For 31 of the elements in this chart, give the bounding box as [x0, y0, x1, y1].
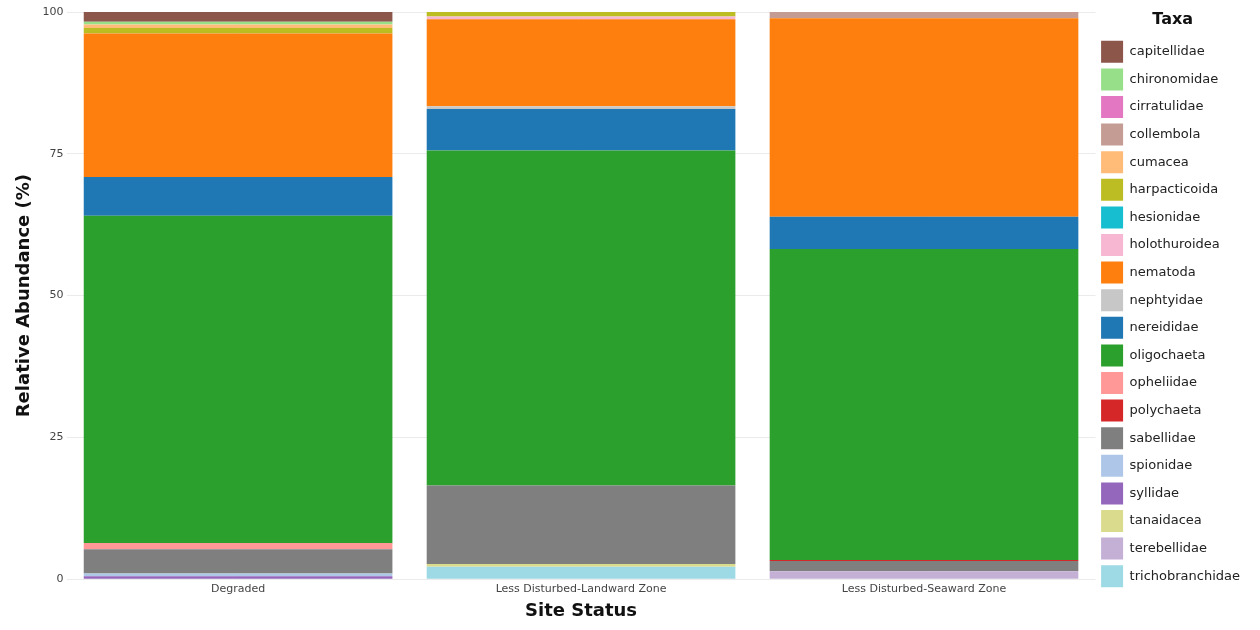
y-tick-label: 75 — [49, 146, 64, 160]
legend-label: spionidae — [1129, 457, 1193, 473]
legend-label: terebellidae — [1129, 539, 1208, 555]
legend-label: opheliidae — [1129, 374, 1198, 390]
x-axis-title: Site Status — [525, 598, 638, 620]
legend-label: collembola — [1129, 125, 1201, 141]
legend-label: nereididae — [1129, 319, 1199, 335]
x-tick-label: Less Disturbed-Seaward Zone — [841, 581, 1007, 595]
legend-label: capitellidae — [1129, 43, 1205, 59]
legend-label: nematoda — [1129, 263, 1196, 279]
legend-label: chironomidae — [1129, 70, 1219, 86]
legend-label: cirratulidae — [1129, 98, 1204, 114]
y-tick-label: 0 — [56, 572, 64, 586]
legend-label: holothuroidea — [1129, 236, 1220, 252]
y-tick-label: 25 — [49, 430, 64, 444]
legend-label: hesionidae — [1129, 208, 1201, 224]
x-tick-label: Less Disturbed-Landward Zone — [495, 581, 667, 595]
legend-label: nephtyidae — [1129, 291, 1203, 307]
legend-label: trichobranchidae — [1129, 567, 1241, 583]
legend-title: Taxa — [1152, 9, 1194, 29]
legend-label: oligochaeta — [1129, 346, 1206, 362]
legend-label: polychaeta — [1129, 401, 1202, 417]
legend-label: harpacticoida — [1129, 181, 1219, 197]
y-tick-label: 100 — [42, 4, 64, 18]
y-tick-label: 50 — [49, 288, 64, 302]
y-axis-title: Relative Abundance (%) — [12, 173, 34, 418]
legend-label: tanaidacea — [1129, 512, 1202, 528]
legend-label: sabellidae — [1129, 429, 1196, 445]
legend-label: cumacea — [1129, 153, 1189, 169]
x-tick-label: Degraded — [210, 581, 266, 595]
legend-label: syllidae — [1129, 484, 1180, 500]
